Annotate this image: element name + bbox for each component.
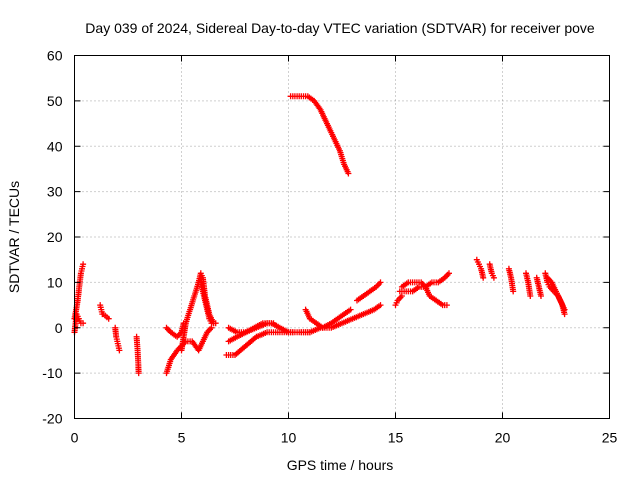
series-arc_10: [225, 320, 277, 336]
x-tick-label: 25: [602, 430, 618, 446]
data-point-markers: [287, 93, 352, 177]
data-point-markers: [225, 320, 277, 336]
data-point-markers: [197, 279, 219, 327]
data-point-markers: [392, 293, 405, 309]
x-tick-label: 10: [281, 430, 297, 446]
data-point-markers: [112, 324, 123, 354]
x-tick-label: 20: [495, 430, 511, 446]
series-arc_18: [473, 256, 487, 281]
series-arc_20: [505, 265, 517, 295]
y-tick-label: 0: [55, 320, 63, 336]
data-point-markers: [398, 279, 450, 309]
series-arc_24: [544, 274, 568, 313]
x-tick-label: 0: [71, 430, 79, 446]
data-point-markers: [544, 274, 568, 313]
x-axis: 0 5 10 15 20 25: [71, 55, 618, 446]
series-arc_17: [398, 279, 450, 309]
data-point-markers: [523, 270, 534, 299]
y-tick-label: 20: [47, 229, 63, 245]
y-tick-label: 50: [47, 93, 63, 109]
data-point-markers: [533, 274, 544, 299]
data-point-markers: [505, 265, 517, 295]
series-arc_19: [486, 261, 497, 281]
y-axis-label: SDTVAR / TECUs: [6, 181, 22, 293]
series-arc_01: [97, 302, 112, 322]
grid: [74, 55, 610, 419]
y-tick-label: 10: [47, 274, 63, 290]
data-point-markers: [473, 256, 487, 281]
series-arc_07: [197, 279, 219, 327]
data-point-markers: [133, 333, 142, 377]
y-tick-label: 40: [47, 138, 63, 154]
chart-title: Day 039 of 2024, Sidereal Day-to-day VTE…: [85, 20, 595, 36]
y-tick-label: -20: [42, 411, 62, 427]
x-tick-label: 15: [388, 430, 404, 446]
y-tick-label: 30: [47, 184, 63, 200]
series-arc_13: [298, 302, 384, 336]
data-point-markers: [298, 302, 384, 336]
series-arc_02: [112, 324, 123, 354]
data-point-markers: [486, 261, 497, 281]
series-arc_11: [287, 93, 352, 177]
data-point-markers: [354, 279, 384, 304]
x-axis-label: GPS time / hours: [287, 457, 394, 473]
series-arc_00_0: [71, 261, 87, 322]
data-point-markers: [97, 302, 112, 322]
series-arc_15: [392, 293, 405, 309]
y-tick-label: -10: [42, 365, 62, 381]
data-point-markers: [71, 261, 87, 322]
series-arc_22: [533, 274, 544, 299]
y-axis: -20 -10 0 10 20 30 40 50 60: [42, 48, 610, 427]
series-arc_21: [523, 270, 534, 299]
x-tick-label: 5: [178, 430, 186, 446]
series-arc_14: [354, 279, 384, 304]
y-tick-label: 60: [47, 48, 63, 64]
plot-area: [71, 93, 568, 377]
series-arc_03: [133, 333, 142, 377]
series-arc_00_1: [71, 311, 87, 336]
data-point-markers: [71, 311, 87, 336]
